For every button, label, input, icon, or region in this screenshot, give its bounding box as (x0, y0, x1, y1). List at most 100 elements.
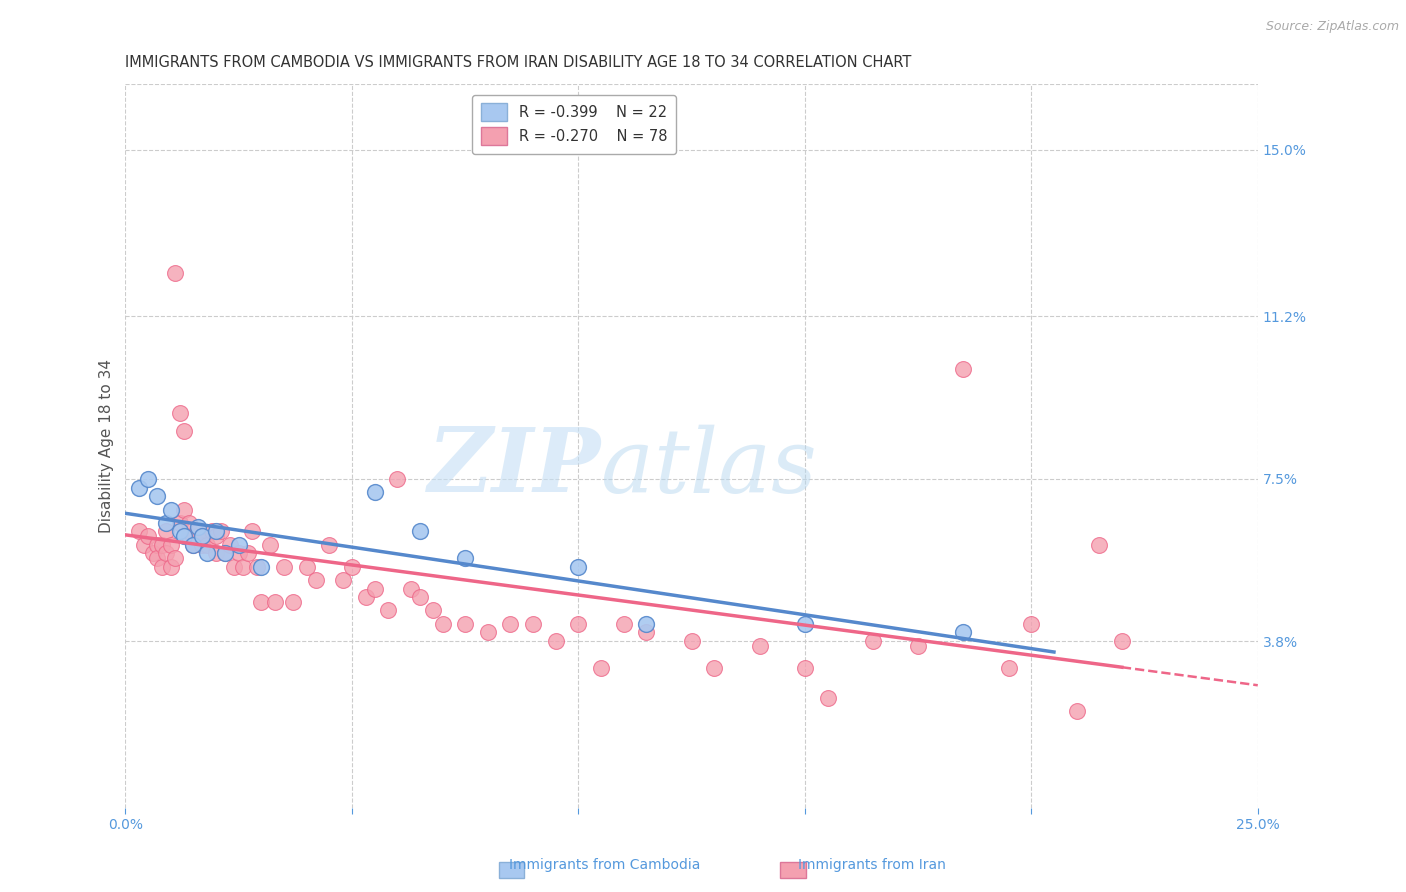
Point (477, 625, 499, 640)
Point (354, 591, 377, 605)
Point (128, 524, 150, 539)
Point (952, 625, 974, 640)
Text: IMMIGRANTS FROM CAMBODIA VS IMMIGRANTS FROM IRAN DISABILITY AGE 18 TO 34 CORRELA: IMMIGRANTS FROM CAMBODIA VS IMMIGRANTS F… (125, 55, 912, 70)
Point (177, 516, 200, 530)
Point (246, 559, 269, 574)
Point (636, 616, 658, 631)
Point (567, 559, 589, 574)
Text: atlas: atlas (600, 425, 817, 511)
Point (636, 625, 658, 640)
Point (224, 559, 246, 574)
Point (259, 538, 281, 552)
Point (200, 524, 222, 539)
Point (155, 546, 177, 560)
Point (214, 546, 236, 560)
Point (209, 524, 232, 539)
Point (128, 481, 150, 495)
Point (195, 538, 218, 552)
Point (132, 538, 155, 552)
Point (177, 529, 200, 543)
Point (142, 546, 165, 560)
Point (232, 559, 254, 574)
Point (589, 660, 612, 674)
Point (183, 538, 205, 552)
Point (159, 502, 181, 516)
Point (793, 660, 815, 674)
Point (1066, 705, 1088, 719)
Point (146, 489, 169, 503)
Point (150, 559, 173, 574)
Point (1111, 634, 1133, 648)
Point (454, 550, 477, 565)
Point (173, 529, 195, 543)
Point (250, 559, 273, 574)
Point (907, 639, 929, 653)
Y-axis label: Disability Age 18 to 34: Disability Age 18 to 34 (100, 359, 114, 533)
Point (236, 546, 259, 560)
Point (191, 529, 214, 543)
Point (997, 660, 1019, 674)
Point (169, 406, 191, 420)
Point (862, 634, 884, 648)
Point (173, 424, 195, 438)
Point (952, 362, 974, 376)
Point (165, 266, 187, 280)
Point (136, 472, 159, 486)
Point (173, 502, 195, 516)
Point (422, 603, 444, 617)
Point (159, 559, 181, 574)
Point (793, 616, 815, 631)
Point (146, 550, 169, 565)
Point (454, 616, 477, 631)
Point (522, 616, 544, 631)
Point (146, 538, 169, 552)
Point (1088, 538, 1111, 552)
Point (363, 582, 385, 596)
Point (205, 546, 228, 560)
Point (150, 538, 173, 552)
Point (387, 472, 409, 486)
Point (305, 573, 328, 587)
Point (273, 559, 295, 574)
Point (363, 485, 385, 500)
Point (228, 538, 250, 552)
Point (187, 520, 209, 534)
Point (332, 573, 354, 587)
Point (281, 595, 304, 609)
Text: Immigrants from Iran: Immigrants from Iran (797, 858, 946, 872)
Point (165, 550, 187, 565)
Text: Immigrants from Cambodia: Immigrants from Cambodia (509, 858, 700, 872)
Point (409, 591, 432, 605)
Point (191, 529, 214, 543)
Point (681, 634, 703, 648)
Point (432, 616, 454, 631)
Point (318, 538, 340, 552)
Text: Source: ZipAtlas.com: Source: ZipAtlas.com (1265, 20, 1399, 33)
Point (205, 524, 228, 539)
Point (567, 616, 589, 631)
Point (613, 616, 636, 631)
Point (703, 660, 725, 674)
Point (183, 529, 205, 543)
Point (191, 538, 214, 552)
Point (205, 529, 228, 543)
Point (187, 524, 209, 539)
Text: ZIP: ZIP (427, 425, 600, 511)
Point (748, 639, 770, 653)
Point (499, 616, 522, 631)
Legend: R = -0.399    N = 22, R = -0.270    N = 78: R = -0.399 N = 22, R = -0.270 N = 78 (472, 95, 676, 153)
Point (409, 524, 432, 539)
Point (169, 516, 191, 530)
Point (817, 691, 839, 706)
Point (155, 524, 177, 539)
Point (183, 538, 205, 552)
Point (169, 524, 191, 539)
Point (250, 595, 273, 609)
Point (1021, 616, 1043, 631)
Point (295, 559, 318, 574)
Point (159, 538, 181, 552)
Point (544, 634, 567, 648)
Point (377, 603, 399, 617)
Point (218, 538, 240, 552)
Point (399, 582, 422, 596)
